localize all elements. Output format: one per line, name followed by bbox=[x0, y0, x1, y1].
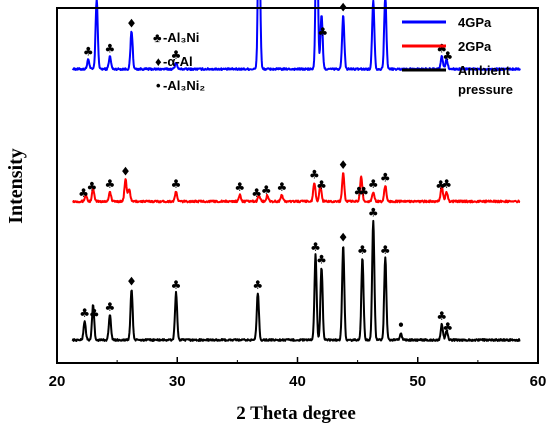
al3ni-peak-marker: ♣ bbox=[78, 186, 89, 200]
al3ni2-peak-marker: • bbox=[397, 319, 405, 333]
phase-symbol-alpha-al: ♦ bbox=[155, 54, 162, 69]
y-axis-label: Intensity bbox=[5, 148, 27, 224]
al3ni-peak-marker: ♣ bbox=[251, 186, 262, 200]
al3ni-peak-marker: ♣ bbox=[171, 278, 182, 292]
al3ni-peak-marker: ♣ bbox=[171, 48, 182, 62]
al3ni-peak-marker: ♣ bbox=[105, 42, 116, 56]
al3ni-peak-marker: ♣ bbox=[276, 180, 287, 194]
phase-label-alpha-al: -α-Al bbox=[163, 54, 193, 69]
al3ni-peak-marker: ♣ bbox=[317, 25, 328, 39]
al3ni-peak-marker: ♣ bbox=[89, 306, 100, 320]
al3ni-peak-marker: ♣ bbox=[86, 180, 97, 194]
al3ni-peak-marker: ♣ bbox=[353, 184, 364, 198]
al3ni-peak-marker: ♣ bbox=[261, 183, 272, 197]
x-tick-label: 50 bbox=[409, 373, 426, 390]
al3ni-peak-marker: ♣ bbox=[358, 184, 369, 198]
x-tick-label: 60 bbox=[530, 373, 547, 390]
legend-label-4gpa: 4GPa bbox=[458, 15, 492, 30]
al3ni-peak-marker: ♣ bbox=[357, 243, 368, 257]
legend-label-ambient: Ambient pressure bbox=[458, 63, 514, 97]
al3ni-peak-marker: ♣ bbox=[79, 306, 90, 320]
series-line-4gpa bbox=[71, 0, 521, 71]
alpha-al-peak-marker: ♦ bbox=[126, 275, 137, 289]
x-axis-label: 2 Theta degree bbox=[236, 403, 356, 424]
alpha-al-peak-marker: ♦ bbox=[338, 231, 349, 245]
x-tick-label: 20 bbox=[49, 373, 66, 390]
al3ni-peak-marker: ♣ bbox=[368, 205, 379, 219]
x-tick-label: 40 bbox=[289, 373, 306, 390]
al3ni-peak-marker: ♣ bbox=[252, 278, 263, 292]
al3ni-peak-marker: ♣ bbox=[83, 45, 94, 59]
series-line-ambient-pressure bbox=[71, 219, 521, 342]
al3ni-peak-marker: ♣ bbox=[380, 171, 391, 185]
al3ni-peak-marker: ♣ bbox=[436, 41, 447, 55]
marker-layer: ♣♣♣♦♣♣♣♣♦♣♣♣♣♣♣♣♦♣♣♣♣♣♣♣♦♣♣♣♣♣♣♣♣♣♦♣♣♣♣♦… bbox=[78, 1, 453, 334]
phase-legend-alpha-al: ♦ -α-Al bbox=[155, 54, 193, 69]
al3ni-peak-marker: ♣ bbox=[442, 49, 453, 63]
al3ni-peak-marker: ♣ bbox=[316, 178, 327, 192]
alpha-al-peak-marker: ♦ bbox=[126, 16, 137, 30]
phase-symbol-al3ni: ♣ bbox=[153, 30, 162, 45]
alpha-al-peak-marker: ♦ bbox=[338, 158, 349, 172]
phase-symbol-al3ni2: • bbox=[156, 78, 161, 93]
phase-legend-al3ni: ♣ -Al₃Ni bbox=[153, 30, 199, 45]
al3ni-peak-marker: ♣ bbox=[171, 177, 182, 191]
x-axis-ticks: 20 30 40 50 60 bbox=[49, 357, 547, 390]
phase-label-al3ni: -Al₃Ni bbox=[163, 30, 199, 45]
al3ni-peak-marker: ♣ bbox=[435, 178, 446, 192]
al3ni-peak-marker: ♣ bbox=[436, 309, 447, 323]
al3ni-peak-marker: ♣ bbox=[105, 177, 116, 191]
al3ni-peak-marker: ♣ bbox=[234, 180, 245, 194]
series-legend: 4GPa 2GPa Ambient pressure bbox=[402, 15, 514, 97]
phase-label-al3ni2: -Al₃Ni₂ bbox=[163, 78, 205, 93]
al3ni-peak-marker: ♣ bbox=[442, 320, 453, 334]
phase-legend-al3ni2: • -Al₃Ni₂ bbox=[156, 78, 205, 93]
al3ni-peak-marker: ♣ bbox=[380, 243, 391, 257]
al3ni-peak-marker: ♣ bbox=[105, 300, 116, 314]
series-layer bbox=[71, 0, 521, 342]
x-tick-label: 30 bbox=[169, 373, 186, 390]
al3ni-peak-marker: ♣ bbox=[368, 177, 379, 191]
legend-label-2gpa: 2GPa bbox=[458, 39, 492, 54]
al3ni-peak-marker: ♣ bbox=[310, 240, 321, 254]
alpha-al-peak-marker: ♦ bbox=[120, 164, 131, 178]
series-line-2gpa bbox=[72, 172, 521, 204]
al3ni-peak-marker: ♣ bbox=[316, 253, 327, 267]
al3ni-peak-marker: ♣ bbox=[441, 177, 452, 191]
al3ni-peak-marker: ♣ bbox=[309, 168, 320, 182]
phase-legend: ♣ -Al₃Ni ♦ -α-Al • -Al₃Ni₂ bbox=[153, 30, 205, 93]
